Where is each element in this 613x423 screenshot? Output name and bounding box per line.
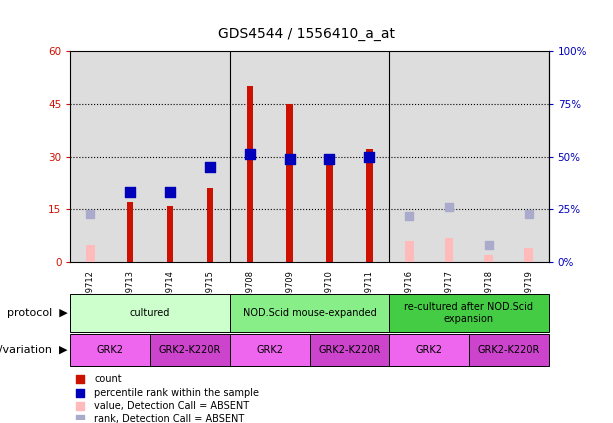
Bar — [405, 241, 414, 262]
Point — [405, 212, 414, 219]
Bar — [127, 202, 134, 262]
Point — [166, 189, 175, 196]
Text: GRK2: GRK2 — [256, 345, 283, 355]
Bar — [230, 334, 310, 366]
Point — [75, 402, 85, 409]
Text: protocol  ▶: protocol ▶ — [7, 308, 67, 318]
Text: NOD.Scid mouse-expanded: NOD.Scid mouse-expanded — [243, 308, 376, 318]
Point — [364, 153, 374, 160]
Text: GRK2: GRK2 — [416, 345, 443, 355]
Bar — [524, 248, 533, 262]
Text: genotype/variation  ▶: genotype/variation ▶ — [0, 345, 67, 355]
Point — [205, 164, 215, 170]
Point — [75, 415, 85, 422]
Bar — [366, 149, 373, 262]
Text: GRK2-K220R: GRK2-K220R — [478, 345, 540, 355]
Bar — [389, 294, 549, 332]
Point — [284, 155, 294, 162]
Point — [245, 151, 255, 158]
Text: value, Detection Call = ABSENT: value, Detection Call = ABSENT — [94, 401, 249, 411]
Point — [75, 376, 85, 383]
Point — [86, 210, 96, 217]
Text: percentile rank within the sample: percentile rank within the sample — [94, 388, 259, 398]
Bar — [230, 294, 389, 332]
Bar — [70, 334, 150, 366]
Bar — [150, 334, 230, 366]
Bar — [167, 206, 173, 262]
Text: count: count — [94, 374, 122, 384]
Bar — [444, 238, 454, 262]
Bar — [70, 294, 230, 332]
Bar — [469, 334, 549, 366]
Point — [125, 189, 135, 196]
Text: GRK2-K220R: GRK2-K220R — [318, 345, 381, 355]
Text: rank, Detection Call = ABSENT: rank, Detection Call = ABSENT — [94, 414, 245, 423]
Bar — [326, 160, 333, 262]
Text: cultured: cultured — [130, 308, 170, 318]
Bar — [310, 334, 389, 366]
Point — [444, 204, 454, 211]
Point — [524, 210, 533, 217]
Text: GRK2-K220R: GRK2-K220R — [159, 345, 221, 355]
Bar — [246, 86, 253, 262]
Point — [325, 155, 335, 162]
Text: GRK2: GRK2 — [97, 345, 124, 355]
Bar — [86, 244, 95, 262]
Bar — [207, 188, 213, 262]
Text: re-cultured after NOD.Scid
expansion: re-cultured after NOD.Scid expansion — [405, 302, 533, 324]
Point — [75, 390, 85, 397]
Point — [484, 242, 494, 249]
Text: GDS4544 / 1556410_a_at: GDS4544 / 1556410_a_at — [218, 27, 395, 41]
Bar — [286, 104, 293, 262]
Bar — [389, 334, 469, 366]
Bar — [484, 255, 493, 262]
